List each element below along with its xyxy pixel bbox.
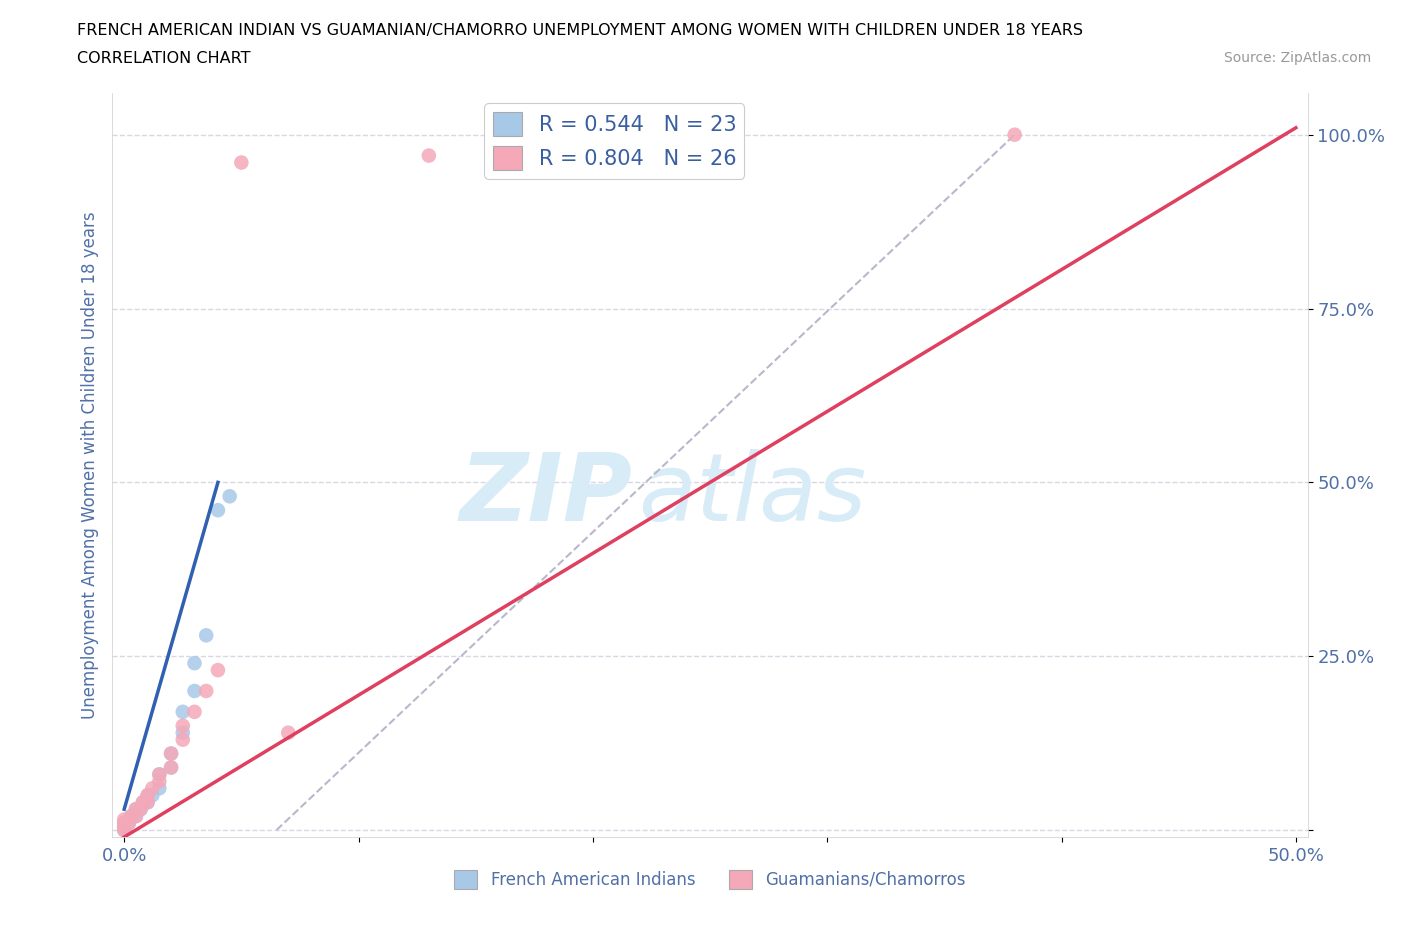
Point bbox=[141, 788, 163, 803]
Point bbox=[148, 767, 170, 782]
Point bbox=[207, 663, 229, 678]
Text: ZIP: ZIP bbox=[460, 449, 633, 540]
Point bbox=[118, 816, 141, 830]
Text: FRENCH AMERICAN INDIAN VS GUAMANIAN/CHAMORRO UNEMPLOYMENT AMONG WOMEN WITH CHILD: FRENCH AMERICAN INDIAN VS GUAMANIAN/CHAM… bbox=[77, 23, 1084, 38]
Point bbox=[120, 809, 142, 824]
Point bbox=[136, 788, 159, 803]
Point bbox=[183, 704, 205, 719]
Point bbox=[207, 503, 229, 518]
Point bbox=[160, 760, 183, 775]
Point bbox=[231, 155, 253, 170]
Point bbox=[172, 725, 194, 740]
Point bbox=[132, 795, 155, 810]
Point bbox=[136, 795, 159, 810]
Point bbox=[218, 489, 240, 504]
Point bbox=[277, 725, 299, 740]
Point bbox=[136, 795, 159, 810]
Text: Source: ZipAtlas.com: Source: ZipAtlas.com bbox=[1223, 51, 1371, 65]
Point bbox=[183, 684, 205, 698]
Point bbox=[112, 816, 135, 830]
Point bbox=[129, 802, 152, 817]
Point bbox=[1004, 127, 1026, 142]
Point bbox=[148, 767, 170, 782]
Point bbox=[195, 684, 218, 698]
Point bbox=[125, 809, 148, 824]
Point bbox=[112, 816, 135, 830]
Point bbox=[129, 802, 152, 817]
Text: CORRELATION CHART: CORRELATION CHART bbox=[77, 51, 250, 66]
Point bbox=[112, 823, 135, 838]
Point bbox=[148, 781, 170, 796]
Y-axis label: Unemployment Among Women with Children Under 18 years: Unemployment Among Women with Children U… bbox=[80, 211, 98, 719]
Point bbox=[125, 802, 148, 817]
Point bbox=[141, 781, 163, 796]
Point bbox=[418, 148, 440, 163]
Point bbox=[160, 746, 183, 761]
Point bbox=[183, 656, 205, 671]
Point bbox=[112, 819, 135, 834]
Point bbox=[112, 823, 135, 838]
Point bbox=[148, 774, 170, 789]
Point bbox=[195, 628, 218, 643]
Point bbox=[160, 746, 183, 761]
Point bbox=[120, 809, 142, 824]
Point bbox=[112, 812, 135, 827]
Point bbox=[160, 760, 183, 775]
Point bbox=[112, 819, 135, 834]
Point bbox=[118, 816, 141, 830]
Point bbox=[132, 795, 155, 810]
Text: atlas: atlas bbox=[638, 449, 866, 540]
Legend: French American Indians, Guamanians/Chamorros: French American Indians, Guamanians/Cham… bbox=[447, 863, 973, 896]
Point bbox=[125, 802, 148, 817]
Point bbox=[172, 718, 194, 733]
Point bbox=[136, 788, 159, 803]
Point bbox=[172, 732, 194, 747]
Point bbox=[125, 809, 148, 824]
Point bbox=[172, 704, 194, 719]
